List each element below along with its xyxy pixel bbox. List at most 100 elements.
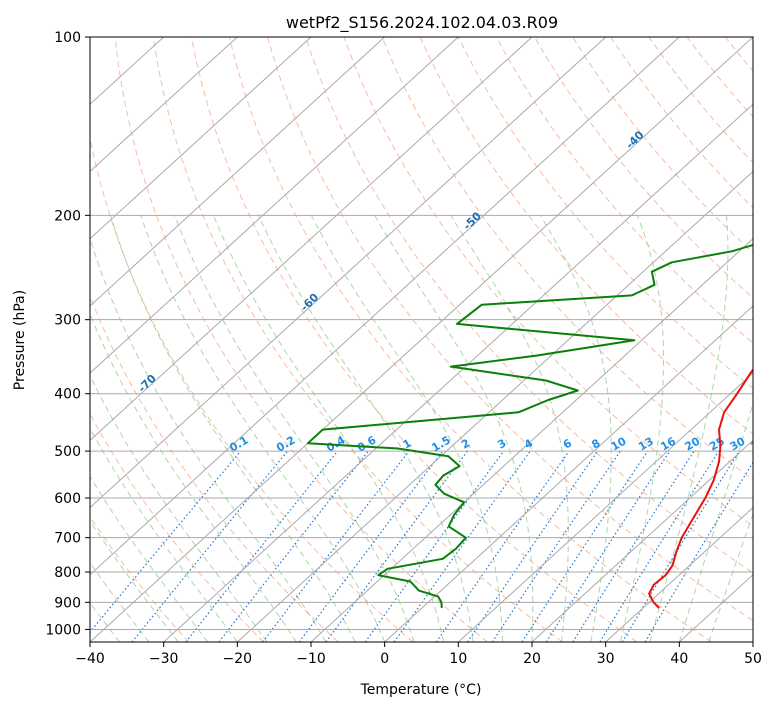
isotherm-line — [605, 506, 753, 642]
isotherm-line — [90, 37, 312, 240]
moist-adiabat-line — [90, 427, 238, 642]
temperature-label: -50 — [461, 209, 484, 232]
mixing-ratio-line — [545, 450, 671, 642]
dry-adiabat-line — [648, 37, 753, 164]
moist-adiabat-line — [110, 215, 356, 642]
isotherm-line — [90, 37, 386, 307]
mixing-ratio-line — [644, 461, 753, 642]
x-tick-label: −10 — [296, 651, 326, 667]
moist-adiabat-line — [140, 215, 386, 642]
isotherm-line — [457, 372, 753, 642]
dry-adiabat-line — [114, 37, 488, 642]
isotherm-line — [90, 37, 607, 509]
dry-adiabat-line — [495, 37, 753, 344]
chart-title: wetPf2_S156.2024.102.04.03.R09 — [286, 13, 558, 33]
mixing-ratio-label: 8 — [589, 437, 602, 452]
mixing-ratio-line — [491, 450, 621, 642]
dry-adiabat-line — [419, 37, 753, 435]
isotherm-line — [163, 103, 753, 642]
x-tick-label: −40 — [75, 651, 105, 667]
dry-adiabat-line — [686, 37, 753, 118]
moist-adiabat-line — [374, 215, 534, 642]
moist-adiabat-line — [310, 215, 503, 642]
dry-adiabat-line — [763, 37, 775, 642]
x-tick-label: 20 — [523, 651, 541, 667]
dry-adiabat-line — [534, 37, 753, 299]
mixing-ratio-line — [621, 450, 740, 642]
isotherm-line — [310, 237, 753, 642]
mixing-ratio-line — [218, 450, 369, 642]
mixing-ratio-line — [467, 450, 599, 642]
dry-adiabat-line — [610, 37, 753, 209]
y-tick-label: 500 — [54, 444, 81, 460]
mixing-ratio-line — [364, 450, 505, 642]
dry-adiabat-line — [724, 37, 753, 72]
y-tick-label: 1000 — [45, 622, 81, 638]
isotherm-line — [531, 439, 753, 642]
dry-adiabat-line — [381, 37, 753, 481]
x-axis-label: Temperature (°C) — [360, 682, 482, 698]
mixing-ratio-line — [393, 450, 531, 642]
moist-adiabat-line — [90, 519, 179, 642]
y-tick-label: 600 — [54, 491, 81, 507]
y-tick-label: 400 — [54, 387, 81, 403]
temperature-label: -60 — [298, 290, 321, 313]
x-tick-label: 40 — [670, 651, 688, 667]
mixing-ratio-line — [90, 450, 242, 634]
dewpoint-profile-line — [306, 243, 753, 609]
y-tick-label: 200 — [54, 208, 81, 224]
moist-adiabat-line — [539, 215, 612, 642]
moist-adiabat-line — [619, 215, 664, 642]
y-tick-label: 100 — [54, 30, 81, 46]
moist-adiabat-line — [90, 236, 327, 642]
mixing-ratio-line — [298, 450, 444, 642]
x-tick-label: −30 — [149, 651, 179, 667]
x-tick-label: 0 — [380, 651, 389, 667]
dry-adiabat-line — [229, 37, 712, 642]
moist-adiabat-line — [174, 215, 415, 642]
mixing-ratio-line — [599, 450, 720, 642]
moist-adiabat-line — [450, 215, 569, 642]
y-tick-label: 800 — [54, 565, 81, 581]
dry-adiabat-line — [90, 412, 264, 642]
axes: −40 −30 −20 −10 0 10 20 30 40 50 100 200 300 400 500 60… — [45, 30, 762, 667]
isotherm-line — [236, 170, 753, 642]
background-line-labels: 0.10.20.40.611.52346810131620253036-100-… — [136, 128, 753, 454]
dry-adiabat-line — [267, 37, 753, 622]
mixing-ratio-label: 2 — [459, 437, 472, 452]
dry-adiabat-line — [457, 37, 753, 389]
y-tick-label: 900 — [54, 595, 81, 611]
y-tick-label: 300 — [54, 313, 81, 329]
sounding-profiles — [306, 243, 753, 609]
temperature-profile-line — [648, 368, 753, 609]
dry-adiabat-line — [572, 37, 753, 254]
dry-adiabat-line — [343, 37, 753, 527]
mixing-ratio-label: 3 — [495, 437, 508, 452]
moist-adiabat-line — [257, 215, 474, 642]
moist-adiabat-line — [90, 312, 297, 642]
mixing-ratio-line — [572, 450, 695, 642]
isotherm-line — [752, 641, 753, 642]
dry-adiabat-line — [90, 295, 339, 642]
mixing-ratio-line — [262, 450, 410, 642]
x-tick-label: 50 — [744, 651, 762, 667]
isotherm-line — [384, 305, 753, 642]
plot-frame — [89, 36, 754, 643]
isotherm-line — [90, 37, 533, 442]
x-tick-label: 10 — [449, 651, 467, 667]
mixing-ratio-line — [185, 450, 339, 642]
dry-adiabat-line — [305, 37, 753, 574]
moist-adiabat-line — [213, 215, 445, 642]
isotherm-line — [90, 37, 680, 576]
y-tick-label: 700 — [54, 531, 81, 547]
isotherm-line — [90, 37, 459, 374]
y-axis-label: Pressure (hPa) — [12, 290, 28, 390]
moist-adiabat-line — [90, 475, 209, 642]
mixing-ratio-line — [131, 450, 289, 642]
mixing-ratio-label: 6 — [561, 436, 574, 451]
temperature-label: -70 — [136, 372, 159, 395]
temperature-label: -40 — [623, 128, 646, 151]
background-lines — [90, 37, 775, 642]
isotherm-line — [90, 37, 753, 642]
